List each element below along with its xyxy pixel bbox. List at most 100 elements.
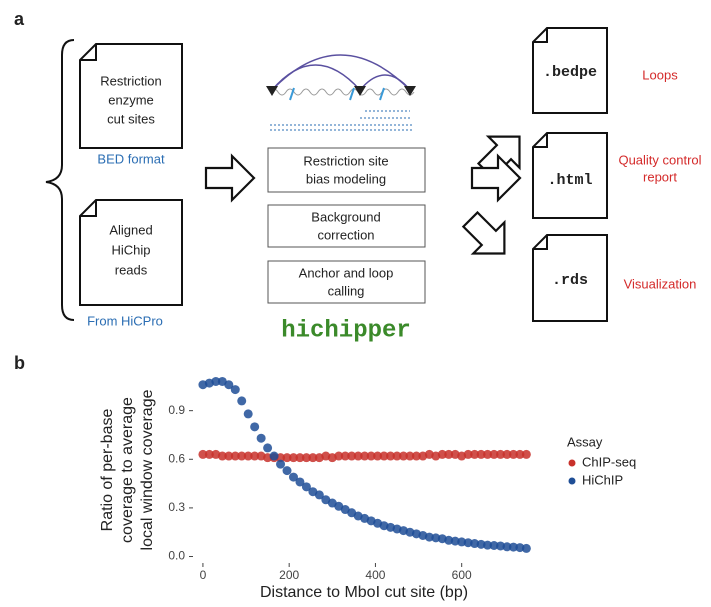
y-tick-label: 0.9 [168,403,185,417]
document-icon [79,43,183,149]
y-axis-title-line: Ratio of per-base [99,409,116,532]
point [502,449,512,459]
point [502,542,512,552]
point [398,451,408,461]
point [405,451,415,461]
caption: BED format [97,151,165,166]
arrow [204,153,256,203]
legend-label: ChIP-seq [582,454,636,469]
doc-text: Aligned [109,222,152,237]
point [237,396,247,406]
point [250,451,260,461]
brace [45,39,75,321]
point [295,453,305,463]
output-label: Quality control [618,152,701,167]
y-tick-label: 0.6 [168,451,185,465]
point [295,477,305,487]
point [288,453,298,463]
point [521,449,531,459]
point [282,466,292,476]
point [489,449,499,459]
point [198,449,208,459]
point [230,385,240,395]
x-tick-label: 0 [200,568,207,582]
legend-marker [568,477,576,485]
point [256,433,266,443]
document-icon [532,234,608,322]
output-label: Visualization [624,276,697,291]
panel-label: a [14,9,25,29]
doc-text: enzyme [108,92,154,107]
point [204,449,214,459]
point [211,376,221,386]
point [301,453,311,463]
point [263,443,273,453]
y-tick-label: 0.3 [168,500,185,514]
point [379,451,389,461]
doc-text: cut sites [107,111,155,126]
document-icon [79,199,183,306]
point [515,449,525,459]
point [347,451,357,461]
point [224,451,234,461]
point [334,451,344,461]
point [483,540,493,550]
point [308,453,318,463]
doc-text: HiChip [111,242,150,257]
point [243,451,253,461]
point [437,449,447,459]
doc-text: reads [115,262,148,277]
panel-label: b [14,353,25,373]
step-text: correction [317,227,374,242]
point [463,449,473,459]
file-ext: .rds [552,272,588,289]
point [495,449,505,459]
point [314,490,324,500]
point [250,422,260,432]
tool-name: hichipper [281,317,411,344]
point [392,451,402,461]
point [508,449,518,459]
point [476,449,486,459]
step-box [267,260,426,304]
point [230,451,240,461]
document-icon [532,27,608,114]
doc-text: Restriction [100,73,161,88]
caption: From HiCPro [87,313,163,328]
y-axis-title-line: local window coverage [139,389,156,550]
legend-title: Assay [567,434,603,449]
point [340,451,350,461]
step-text: Restriction site [303,153,388,168]
legend-marker [568,459,576,467]
output-label: report [643,169,677,184]
document-icon [532,132,608,219]
point [444,449,454,459]
file-ext: .bedpe [543,64,597,81]
step-text: calling [328,283,365,298]
point [353,451,363,461]
point [470,449,480,459]
point [243,409,253,419]
x-axis-title: Distance to MboI cut site (bp) [260,584,468,601]
step-box [267,147,426,193]
point [282,453,292,463]
point [276,459,286,469]
legend-label: HiChIP [582,472,623,487]
point [269,451,279,461]
y-axis-title: Ratio of per-base coverage to average lo… [99,389,156,550]
y-axis-title-line: coverage to average [119,397,136,543]
arrow [470,153,522,203]
step-text: Background [311,209,380,224]
point [411,451,421,461]
point [237,451,247,461]
point [288,472,298,482]
step-text: bias modeling [306,171,386,186]
step-box [267,204,426,248]
point [373,451,383,461]
dna-loop-graphic [266,54,416,131]
output-label: Loops [642,67,678,82]
point [301,482,311,492]
x-tick-label: 600 [452,568,472,582]
point [224,380,234,390]
